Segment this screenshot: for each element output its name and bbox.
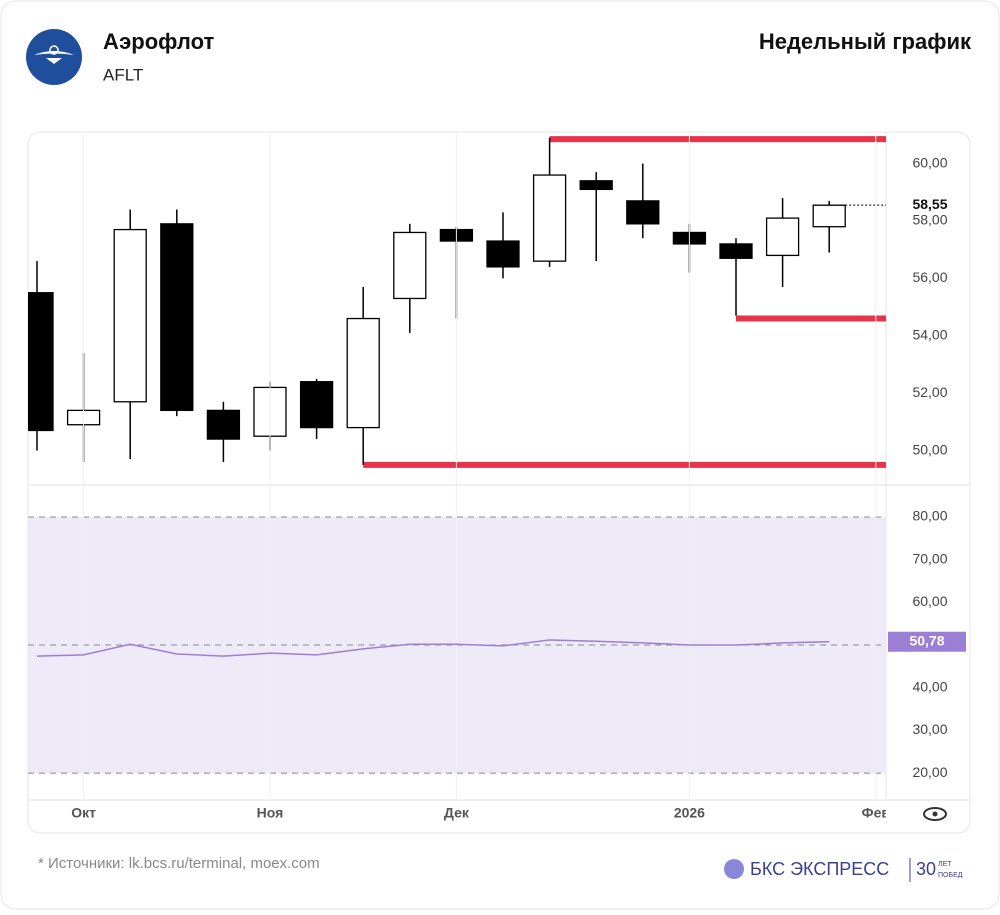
y-tick-label: 70,00 [912, 550, 947, 566]
y-tick-label: 30,00 [912, 721, 947, 737]
brand-logo [724, 859, 744, 879]
y-tick-label: 56,00 [912, 269, 947, 285]
y-tick-label: 52,00 [912, 384, 947, 400]
badge-bottom: ПОБЕД [938, 872, 963, 879]
candle-body [28, 292, 54, 432]
x-tick-label: 2026 [674, 805, 705, 821]
rsi-value-label: 50,78 [909, 632, 944, 648]
y-tick-label: 60,00 [912, 154, 947, 170]
x-tick-label: Окт [71, 805, 96, 821]
y-tick-label: 40,00 [912, 678, 947, 694]
ticker: AFLT [103, 65, 143, 84]
candle-body [113, 228, 147, 403]
y-tick-label: 54,00 [912, 326, 947, 342]
candle-body [812, 204, 846, 228]
plot: Окт Ноя Дек 2026 Фев [28, 132, 891, 821]
y-tick-label: 80,00 [912, 508, 947, 524]
candle-body [346, 317, 380, 429]
candle-body [626, 200, 660, 225]
x-tick-label: Дек [444, 805, 470, 821]
rsi-value-badge [888, 631, 966, 652]
candle-body [299, 381, 334, 429]
x-tick-label: Ноя [257, 805, 284, 821]
x-tick-label: Фев [862, 805, 891, 821]
brand: БКС ЭКСПРЕСС [750, 859, 889, 879]
y-tick-label: 50,00 [912, 441, 947, 457]
logo [26, 29, 82, 85]
candle-body [765, 217, 800, 257]
candle-body [719, 243, 753, 259]
settings-icon[interactable] [923, 807, 947, 821]
candle-body [206, 409, 241, 440]
y-tick-label: 20,00 [912, 764, 947, 780]
candle-body [160, 223, 194, 412]
sources: * Источники: lk.bcs.ru/terminal, moex.co… [38, 855, 320, 872]
candle-body [486, 240, 520, 268]
last-price-badge [896, 196, 964, 215]
y-tick-label: 60,00 [912, 593, 947, 609]
candle-body [579, 180, 613, 191]
badge-number: 30 [916, 859, 936, 879]
y-tick-label: 58,00 [912, 212, 947, 228]
chart-title: Недельный график [759, 29, 972, 54]
company-name: Аэрофлот [103, 29, 214, 54]
axes: 50,00 52,00 54,00 56,00 58,00 60,00 58,55 20,00… [888, 154, 966, 780]
candle-body [393, 231, 427, 300]
candle-body [532, 174, 567, 262]
last-price-label: 58,55 [912, 196, 947, 212]
rsi-line [36, 639, 830, 657]
badge-top: ЛЕТ [938, 861, 952, 868]
